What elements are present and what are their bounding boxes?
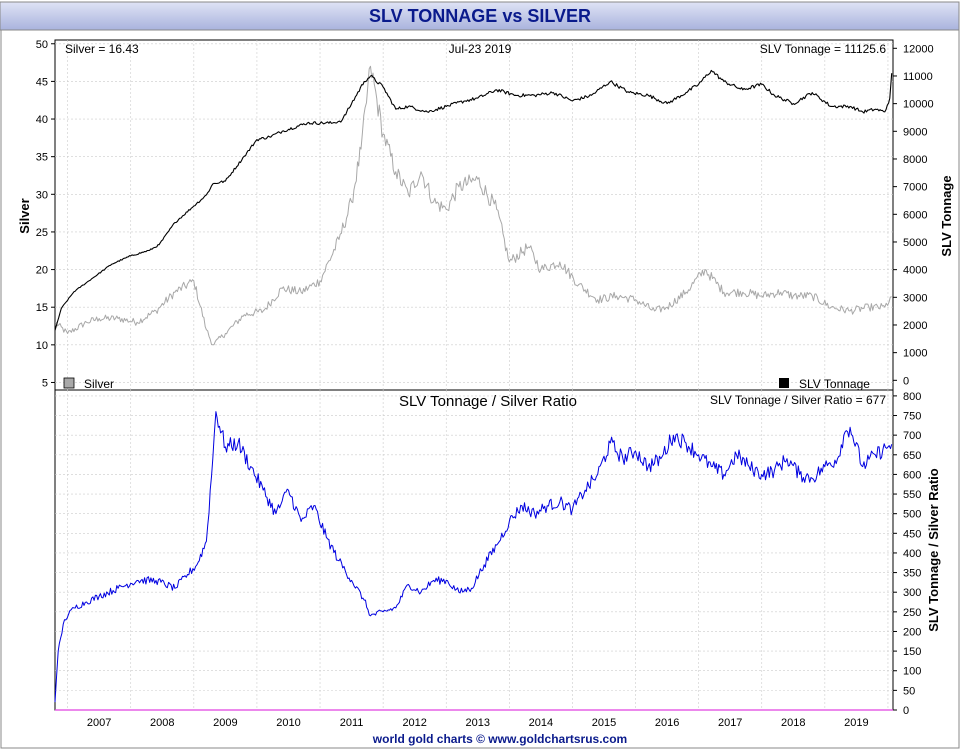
year-tick-label: 2008 [150,717,174,729]
footer-credit: world gold charts © www.goldchartsrus.co… [372,732,627,746]
x-axis-ticks: 2007 2008 2009 2010 2011 2012 2013 2014 2015 2016… [87,717,869,729]
bottom-panel-frame [54,389,894,711]
title-bar [0,1,960,31]
silver-axis-title: Silver [17,198,32,233]
silver-tick-label: 25 [36,227,48,239]
top-left-axis-ticks: 5 10 15 20 25 30 35 40 45 50 [36,39,55,389]
ratio-tick-label: 250 [903,607,921,619]
year-tick-label: 2015 [592,717,616,729]
year-tick-label: 2011 [340,717,364,729]
ratio-tick-label: 700 [903,430,921,442]
ratio-tick-label: 100 [903,666,921,678]
silver-tick-label: 10 [36,340,48,352]
tonnage-legend-swatch [779,378,789,388]
tonnage-tick-label: 10000 [903,99,934,111]
tonnage-tick-label: 8000 [903,154,927,166]
year-tick-label: 2016 [655,717,679,729]
tonnage-tick-label: 11000 [903,71,933,83]
tonnage-tick-label: 12000 [903,43,934,55]
tonnage-tick-label: 6000 [903,209,927,221]
silver-price-line [55,65,892,346]
silver-tick-label: 50 [36,39,48,51]
ratio-tick-label: 450 [903,528,921,540]
tonnage-tick-label: 4000 [903,265,927,277]
tonnage-tick-label: 2000 [903,320,927,332]
silver-tick-label: 35 [36,152,48,164]
top-panel-frame [54,39,894,391]
tonnage-silver-ratio-line [54,411,893,703]
slv-tonnage-line [54,69,893,331]
year-tick-label: 2007 [87,717,111,729]
bottom-panel-grid [55,390,893,711]
ratio-tick-label: 500 [903,509,921,521]
silver-tick-label: 15 [36,302,48,314]
ratio-tick-label: 350 [903,568,921,580]
tonnage-legend-label: SLV Tonnage [799,377,870,391]
ratio-tick-label: 650 [903,450,921,462]
tonnage-tick-label: 3000 [903,292,927,304]
ratio-tick-label: 200 [903,626,921,638]
silver-tick-label: 30 [36,189,48,201]
outer-frame [0,29,960,749]
silver-legend-label: Silver [84,377,114,391]
year-tick-label: 2018 [781,717,805,729]
year-tick-label: 2010 [276,717,300,729]
ratio-panel-title: SLV Tonnage / Silver Ratio [399,393,577,410]
tonnage-tick-label: 5000 [903,237,927,249]
tonnage-tick-label: 0 [903,375,909,387]
tonnage-value-readout: SLV Tonnage = 11125.6 [760,42,887,56]
silver-tick-label: 40 [36,114,48,126]
year-tick-label: 2013 [466,717,490,729]
tonnage-tick-label: 1000 [903,348,927,360]
ratio-tick-label: 550 [903,489,921,501]
ratio-tick-label: 150 [903,646,921,658]
ratio-tick-label: 50 [903,685,915,697]
top-right-axis-ticks: 0 1000 2000 3000 4000 5000 6000 7000 8000 9000 100… [893,43,934,387]
ratio-tick-label: 800 [903,391,921,403]
bottom-right-axis-ticks: 0 50 100 150 200 250 300 350 400 450 500 550 600 650 7… [893,391,921,717]
year-tick-label: 2014 [529,717,553,729]
silver-tick-label: 20 [36,265,48,277]
ratio-tick-label: 0 [903,705,909,717]
year-tick-label: 2019 [844,717,868,729]
tonnage-tick-label: 7000 [903,182,927,194]
tonnage-tick-label: 9000 [903,126,927,138]
chart-title: SLV TONNAGE vs SILVER [369,6,591,26]
ratio-value-readout: SLV Tonnage / Silver Ratio = 677 [710,393,886,407]
ratio-axis-title: SLV Tonnage / Silver Ratio [926,468,941,632]
silver-value-readout: Silver = 16.43 [65,42,139,56]
series-layer [54,65,893,711]
year-tick-label: 2009 [213,717,237,729]
silver-legend-swatch [63,377,75,389]
year-tick-label: 2012 [402,717,426,729]
ratio-tick-label: 400 [903,548,921,560]
date-readout: Jul-23 2019 [449,42,512,56]
ratio-tick-label: 750 [903,411,921,423]
silver-tick-label: 5 [42,377,48,389]
ratio-tick-label: 600 [903,469,921,481]
silver-tick-label: 45 [36,76,48,88]
ratio-tick-label: 300 [903,587,921,599]
tonnage-axis-title: SLV Tonnage [939,175,954,256]
year-tick-label: 2017 [718,717,742,729]
